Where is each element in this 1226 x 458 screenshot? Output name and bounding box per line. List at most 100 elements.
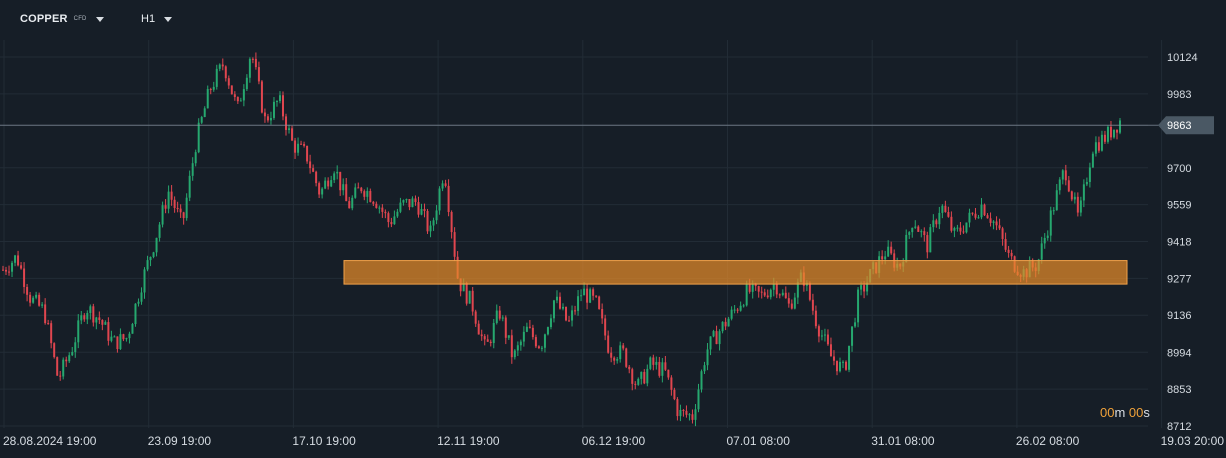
candle-body bbox=[742, 305, 745, 307]
candle-body bbox=[775, 283, 778, 295]
candle-body bbox=[453, 232, 456, 257]
candle-body bbox=[543, 334, 546, 348]
timeframe-selector[interactable]: H1 bbox=[141, 10, 173, 28]
candle-body bbox=[953, 228, 956, 231]
candle-body bbox=[510, 335, 513, 358]
candle-body bbox=[1082, 184, 1085, 201]
candle-body bbox=[1097, 142, 1100, 151]
candle-body bbox=[863, 285, 866, 292]
candle-body bbox=[935, 220, 938, 225]
candle-body bbox=[995, 221, 998, 226]
candle-body bbox=[811, 299, 814, 311]
candle-body bbox=[670, 377, 673, 390]
candle-countdown: 00m 00s bbox=[1100, 405, 1150, 420]
candle-body bbox=[1119, 120, 1121, 133]
candle-body bbox=[691, 414, 694, 420]
candle-body bbox=[285, 116, 288, 130]
symbol-selector[interactable]: COPPER CFD bbox=[20, 10, 104, 28]
candle-body bbox=[595, 295, 598, 297]
candle-body bbox=[781, 292, 784, 296]
y-tick-label: 8853 bbox=[1167, 384, 1191, 396]
candle-body bbox=[628, 366, 631, 370]
candle-body bbox=[414, 198, 417, 203]
candle-body bbox=[357, 187, 360, 189]
candle-body bbox=[1004, 239, 1007, 250]
candle-body bbox=[465, 282, 468, 304]
candle-body bbox=[845, 361, 848, 370]
candle-body bbox=[321, 188, 324, 195]
candle-body bbox=[860, 285, 863, 290]
candle-body bbox=[1052, 210, 1055, 212]
x-tick-label: 28.08.2024 19:00 bbox=[3, 434, 97, 448]
candle-body bbox=[956, 227, 959, 229]
candle-body bbox=[107, 322, 110, 341]
y-tick-label: 9277 bbox=[1167, 273, 1191, 285]
candle-body bbox=[1064, 170, 1067, 181]
candle-body bbox=[709, 336, 712, 350]
candle-body bbox=[354, 187, 357, 198]
candle-body bbox=[721, 321, 724, 332]
candle-body bbox=[98, 317, 101, 321]
candle-body bbox=[851, 326, 854, 346]
candle-body bbox=[26, 286, 29, 295]
candle-body bbox=[318, 183, 321, 195]
candle-body bbox=[504, 317, 507, 338]
candle-body bbox=[1007, 249, 1010, 253]
candle-body bbox=[191, 163, 194, 176]
candle-body bbox=[950, 216, 953, 231]
support-zone[interactable] bbox=[343, 260, 1128, 285]
candle-body bbox=[128, 333, 131, 339]
candle-body bbox=[733, 309, 736, 311]
candle-body bbox=[95, 317, 98, 323]
candle-body bbox=[682, 409, 685, 411]
candle-body bbox=[477, 323, 480, 335]
candle-body bbox=[143, 269, 146, 293]
candle-body bbox=[11, 262, 14, 272]
candle-body bbox=[113, 336, 116, 338]
candle-body bbox=[842, 361, 845, 363]
y-tick-label: 9418 bbox=[1167, 237, 1191, 249]
candle-body bbox=[315, 171, 318, 184]
candle-body bbox=[86, 313, 89, 320]
candle-body bbox=[254, 58, 257, 68]
candle-body bbox=[980, 204, 983, 218]
candle-body bbox=[1061, 170, 1064, 180]
y-tick-label: 9700 bbox=[1167, 163, 1191, 175]
candle-body bbox=[384, 211, 387, 214]
x-tick-label: 12.11 19:00 bbox=[437, 434, 500, 448]
candle-body bbox=[230, 85, 233, 95]
candle-body bbox=[309, 161, 312, 169]
candle-body bbox=[655, 361, 658, 365]
candle-body bbox=[1085, 181, 1088, 185]
candle-body bbox=[724, 321, 727, 327]
candle-body bbox=[610, 352, 613, 358]
candle-body bbox=[32, 297, 35, 303]
candle-body bbox=[835, 360, 838, 372]
candle-body bbox=[1106, 126, 1109, 142]
candle-body bbox=[592, 289, 595, 296]
candle-body bbox=[233, 94, 236, 98]
candle-body bbox=[796, 281, 799, 298]
candle-body bbox=[80, 315, 83, 321]
candle-body bbox=[616, 359, 619, 361]
countdown-minutes: 00 bbox=[1100, 405, 1115, 420]
candle-body bbox=[179, 208, 182, 213]
candle-body bbox=[182, 212, 185, 219]
candle-body bbox=[297, 143, 300, 153]
candle-body bbox=[887, 246, 890, 257]
candle-body bbox=[248, 58, 251, 78]
candle-body bbox=[282, 95, 285, 117]
candle-body bbox=[164, 205, 167, 209]
candle-body bbox=[516, 345, 519, 351]
candle-body bbox=[1010, 252, 1013, 257]
candle-body bbox=[363, 191, 366, 197]
candle-body bbox=[480, 334, 483, 337]
candle-body bbox=[104, 322, 107, 325]
chevron-down-icon bbox=[95, 16, 104, 22]
candle-body bbox=[613, 357, 616, 361]
candle-body bbox=[848, 345, 851, 370]
price-tag-shape bbox=[1158, 116, 1214, 135]
symbol-name: COPPER bbox=[20, 13, 68, 25]
candle-body bbox=[35, 294, 38, 298]
